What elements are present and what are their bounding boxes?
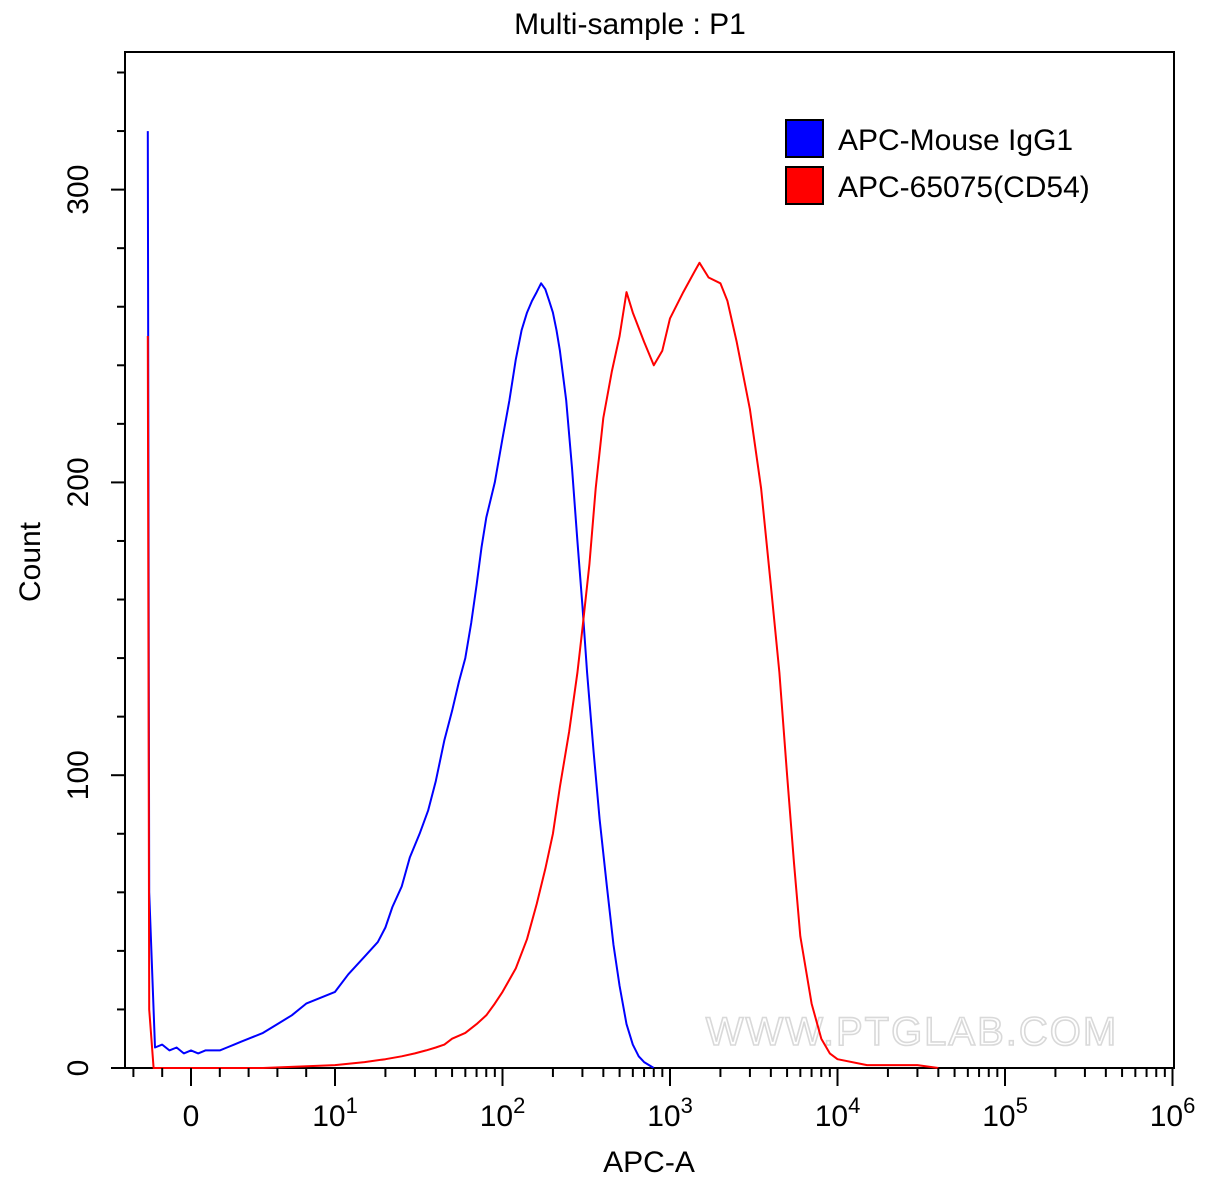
watermark: WWW.PTGLAB.COM [706,1010,1118,1054]
y-tick-label: 300 [62,165,95,215]
series-layer [146,131,939,1069]
y-axis-label: Count [14,521,47,602]
x-tick-label: 106 [1150,1093,1196,1133]
y-tick-label: 200 [62,457,95,507]
legend-label-1: APC-Mouse IgG1 [838,124,1073,157]
x-axis: 0 101 102 103 104 105 106 [132,1068,1196,1133]
x-tick-label: 103 [647,1093,693,1133]
y-tick-label: 0 [62,1060,95,1077]
x-tick-label: 104 [815,1093,861,1133]
y-tick-label: 100 [62,750,95,800]
x-tick-label: 0 [183,1100,200,1133]
series-line-1 [146,131,655,1069]
x-axis-label: APC-A [603,1146,695,1179]
x-tick-label: 101 [312,1093,358,1133]
legend: APC-Mouse IgG1 APC-65075(CD54) [785,119,1090,205]
legend-label-2: APC-65075(CD54) [838,171,1090,204]
plot-area [124,51,1175,1069]
legend-swatch-1 [785,119,824,158]
x-tick-label: 105 [982,1093,1028,1133]
series-line-2 [146,261,939,1069]
legend-swatch-2 [785,166,824,205]
x-tick-label: 102 [480,1093,526,1133]
chart-title: Multi-sample : P1 [514,8,746,41]
y-axis: 0 100 200 300 [62,71,125,1077]
